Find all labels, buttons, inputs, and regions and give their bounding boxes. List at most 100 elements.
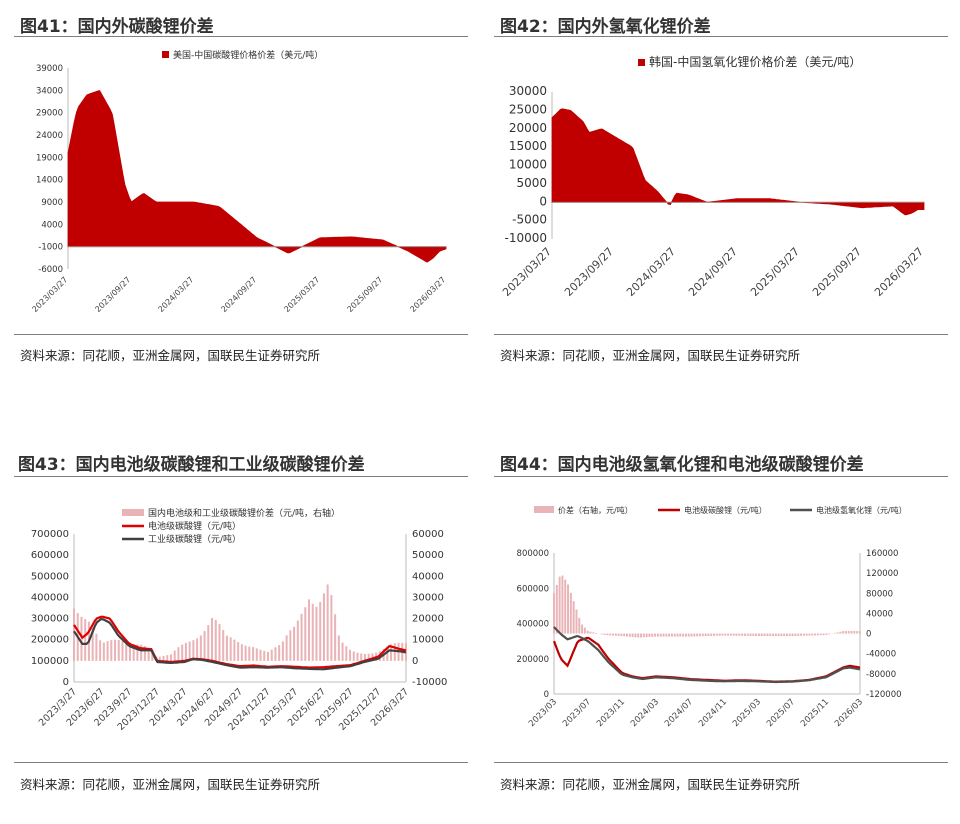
spread-bar	[91, 627, 94, 661]
title-rule	[494, 476, 948, 477]
spread-bar	[729, 633, 732, 636]
spread-bar	[814, 633, 817, 636]
y-tick-label: -1000	[38, 243, 63, 253]
spread-bar	[701, 633, 704, 637]
y-tick-label: 0	[544, 690, 549, 700]
y2-tick-label: 60000	[412, 529, 444, 540]
x-tick-label: 2023/07	[561, 697, 593, 729]
spread-bar	[690, 633, 693, 637]
spread-bar	[769, 633, 772, 637]
spread-bar	[684, 633, 687, 637]
chart-fig44: 价差（右轴，元/吨） 电池级碳酸锂（元/吨） 电池级氢氧化锂（元/吨）8000006…	[517, 505, 907, 729]
spread-bar	[151, 652, 154, 661]
x-tick-label: 2025/09/27	[345, 275, 384, 314]
spread-bar	[648, 633, 651, 637]
spread-bar	[710, 633, 713, 636]
legend-label: 韩国-中国氢氧化锂价格价差（美元/吨）	[649, 54, 861, 69]
panel-fig41: 图41：国内外碳酸锂价差 美国-中国碳酸锂价格价差（美元/吨） 39000 3400…	[14, 6, 470, 366]
spread-bar	[289, 630, 292, 661]
legend-swatch	[638, 59, 645, 66]
spread-bar	[760, 633, 763, 637]
spread-bar	[642, 633, 645, 638]
source-note: 资料来源：同花顺，亚洲金属网，国联民生证券研究所	[20, 777, 321, 792]
spread-bar	[72, 608, 76, 661]
spread-bar	[586, 630, 589, 634]
y-tick-label: 39000	[36, 64, 63, 74]
spread-bar	[181, 644, 184, 661]
panel-title: 图41：国内外碳酸锂价差	[20, 17, 214, 37]
y2-tick-label: 0	[412, 656, 418, 667]
spread-bar	[828, 633, 831, 635]
spread-bar	[620, 633, 623, 637]
spread-bar	[631, 633, 634, 638]
spread-bar	[699, 633, 701, 637]
y2-tick-label: -80000	[866, 670, 896, 680]
spread-bar	[326, 584, 329, 661]
spread-bar	[80, 616, 83, 661]
spread-bar	[196, 638, 199, 661]
legend-swatch-bar	[534, 506, 554, 513]
spread-bar	[856, 631, 859, 634]
y-tick-label: 19000	[36, 153, 63, 163]
spread-bar	[763, 633, 766, 637]
spread-bar	[783, 633, 786, 637]
spread-bar	[724, 633, 727, 636]
spread-bar	[102, 642, 105, 661]
spread-bar	[749, 633, 752, 636]
spread-bar	[211, 617, 214, 661]
spread-bar	[668, 633, 671, 637]
panel-title: 图42：国内外氢氧化锂价差	[500, 17, 711, 37]
spread-bar	[771, 633, 774, 637]
panel-fig42: 图42：国内外氢氧化锂价差 韩国-中国氢氧化锂价格价差（美元/吨） 30000 25…	[494, 6, 950, 366]
spread-bar	[128, 643, 131, 661]
spread-bar	[147, 649, 150, 661]
spread-bar	[203, 630, 206, 661]
source-rule	[14, 334, 468, 335]
spread-bar	[575, 609, 578, 634]
spread-bar	[266, 651, 269, 661]
spread-bar	[811, 633, 814, 636]
y-tick-label: 24000	[36, 131, 63, 141]
spread-bar	[757, 633, 760, 637]
spread-bar	[656, 633, 659, 637]
x-tick-label: 2023/09/27	[562, 245, 616, 299]
y-tick-label: 4000	[41, 220, 63, 230]
spread-bar	[777, 633, 780, 637]
chart-fig43: 国内电池级和工业级碳酸锂价差（元/吨，右轴）电池级碳酸锂（元/吨）工业级碳酸锂（…	[31, 507, 448, 733]
chart-fig41: 美国-中国碳酸锂价格价差（美元/吨） 39000 34000 29000 24000 19…	[30, 49, 447, 314]
y-tick-label: 300000	[31, 614, 69, 625]
spread-bar	[797, 633, 800, 636]
spread-bar	[738, 633, 741, 636]
spread-bar	[687, 633, 690, 637]
spread-bar	[371, 653, 374, 661]
x-tick-label: 2024/03/27	[156, 275, 195, 314]
spread-bar	[356, 652, 359, 661]
spread-bar	[349, 649, 352, 661]
spread-bar	[334, 614, 337, 661]
spread-bar	[140, 644, 143, 661]
legend-label: 工业级碳酸锂（元/吨）	[148, 533, 241, 545]
spread-bar	[222, 629, 225, 661]
y2-tick-label: 30000	[412, 592, 444, 603]
spread-bar	[192, 640, 195, 661]
spread-bar	[136, 644, 139, 661]
spread-bar	[802, 633, 805, 636]
spread-bar	[300, 613, 303, 661]
x-tick-label: 2025/09/27	[810, 245, 864, 299]
spread-bar	[614, 633, 617, 636]
y2-tick-label: 120000	[866, 569, 898, 579]
spread-bar	[237, 642, 240, 661]
x-tick-label: 2025/03/27	[282, 275, 321, 314]
spread-bar	[218, 624, 221, 661]
spread-bar	[259, 649, 262, 661]
spread-bar	[850, 631, 853, 634]
x-tick-label: 2024/11	[697, 697, 729, 729]
y-tick-label: 5000	[516, 176, 547, 190]
spread-bar	[752, 633, 755, 637]
legend-label: 电池级碳酸锂（元/吨）	[684, 505, 767, 515]
spread-bar	[718, 633, 721, 636]
spread-bar	[645, 633, 648, 638]
y-tick-label: 29000	[36, 109, 63, 119]
y2-tick-label: -40000	[866, 650, 896, 660]
source-rule	[14, 762, 468, 763]
